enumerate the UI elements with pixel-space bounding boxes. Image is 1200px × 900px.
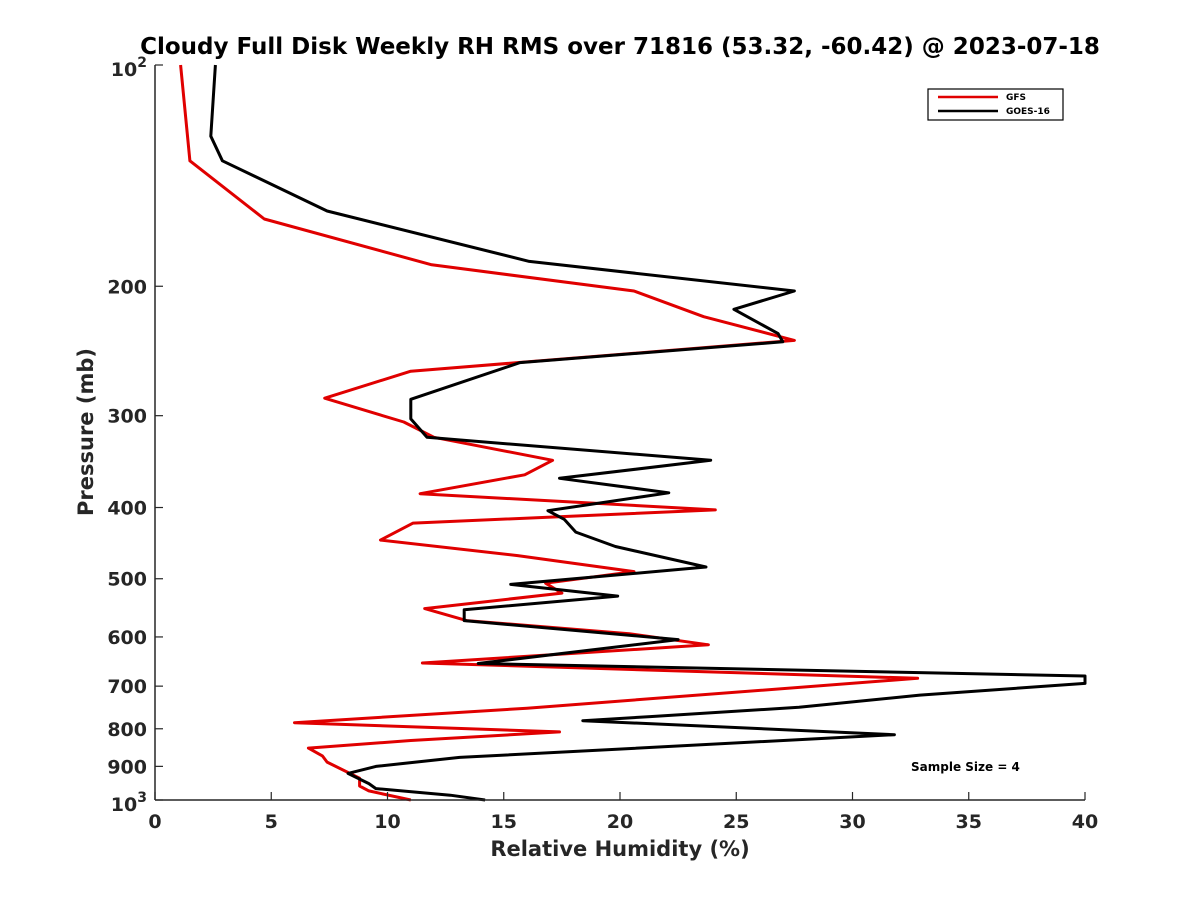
- y-tick-label: 500: [107, 569, 147, 591]
- x-ticks: 0 5 10 15 20 25 30 35 40: [148, 792, 1098, 833]
- y-tick-label: 400: [107, 498, 147, 520]
- y-tick-label: 200: [107, 276, 147, 298]
- x-tick-label: 15: [491, 811, 517, 833]
- y-tick-label: 102: [111, 55, 147, 81]
- x-tick-label: 20: [607, 811, 633, 833]
- x-tick-label: 10: [374, 811, 400, 833]
- y-tick-label: 600: [107, 627, 147, 649]
- y-tick-label: 800: [107, 719, 147, 741]
- series-layer: [179, 64, 1087, 802]
- y-tick-label: 300: [107, 406, 147, 428]
- y-axis-label: Pressure (mb): [74, 348, 98, 516]
- x-tick-label: 5: [265, 811, 278, 833]
- x-tick-label: 35: [956, 811, 982, 833]
- series-line-goes-16: [209, 64, 1087, 802]
- x-tick-label: 30: [839, 811, 865, 833]
- y-ticks: 102 200 300 400 500 600 700 800 900 103: [107, 55, 163, 816]
- legend-goes16-label: GOES-16: [1006, 107, 1050, 117]
- chart-title: Cloudy Full Disk Weekly RH RMS over 7181…: [140, 34, 1100, 60]
- legend-box: [927, 88, 1064, 121]
- x-axis-label: Relative Humidity (%): [490, 837, 749, 861]
- y-tick-label: 700: [107, 676, 147, 698]
- y-tick-label: 900: [107, 756, 147, 778]
- sample-size-annotation: Sample Size = 4: [911, 760, 1020, 774]
- legend: GFS GOES-16: [927, 88, 1064, 121]
- x-tick-label: 0: [148, 811, 161, 833]
- x-tick-label: 25: [723, 811, 749, 833]
- y-tick-label: 103: [111, 790, 147, 816]
- x-tick-label: 40: [1072, 811, 1098, 833]
- legend-gfs-label: GFS: [1006, 93, 1026, 103]
